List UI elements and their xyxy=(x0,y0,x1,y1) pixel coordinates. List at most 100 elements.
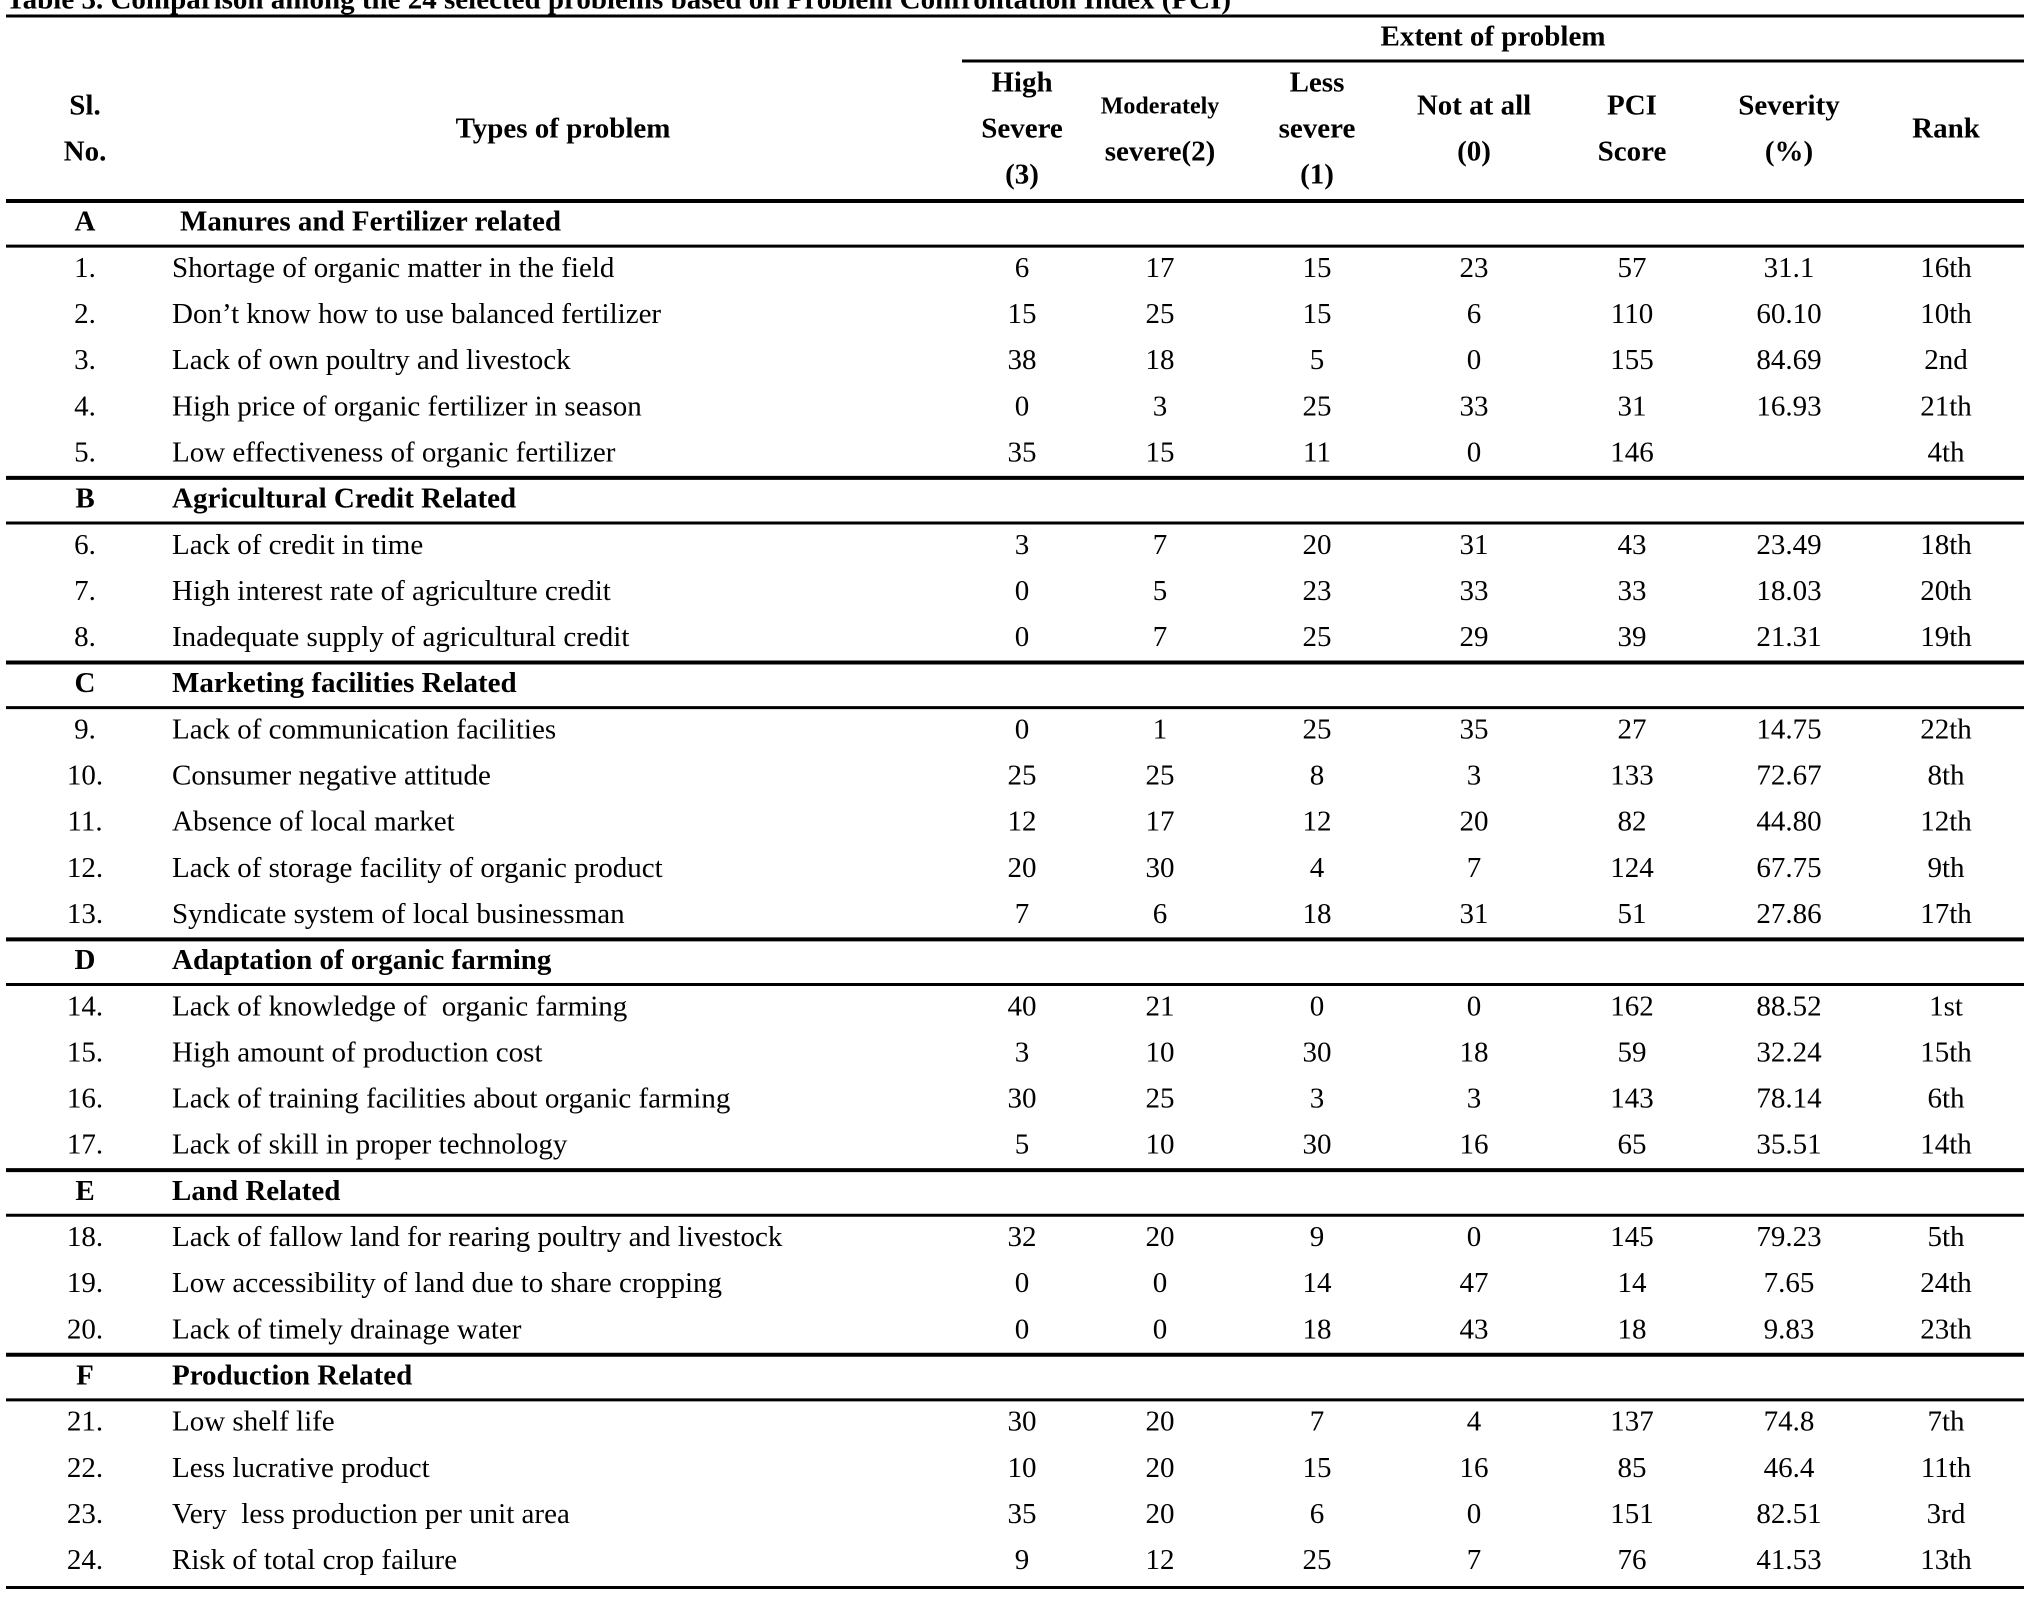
cell: 146 xyxy=(1610,436,1654,468)
cell: 27 xyxy=(1618,713,1647,745)
cell: 25 xyxy=(1008,760,1037,792)
cell: 5. xyxy=(74,436,96,468)
cell: 14 xyxy=(1303,1267,1333,1299)
cell: 4. xyxy=(74,390,96,422)
cell: 38 xyxy=(1008,344,1037,376)
column-header: High xyxy=(991,67,1052,99)
cell: 20 xyxy=(1460,806,1489,838)
cell: 46.4 xyxy=(1764,1452,1815,1484)
cell: 0 xyxy=(1015,621,1030,653)
column-header: Less xyxy=(1290,67,1345,99)
cell: 0 xyxy=(1467,436,1482,468)
cell: 20 xyxy=(1008,852,1037,884)
cell: 124 xyxy=(1610,852,1654,884)
cell: Low accessibility of land due to share c… xyxy=(172,1267,722,1299)
cell: 65 xyxy=(1618,1129,1647,1161)
cell: 88.52 xyxy=(1756,990,1821,1022)
cell: Don’t know how to use balanced fertilize… xyxy=(172,298,661,330)
cell: 40 xyxy=(1008,990,1037,1022)
cell: 16th xyxy=(1920,252,1972,284)
cell: 0 xyxy=(1153,1267,1168,1299)
cell: 4th xyxy=(1927,436,1965,468)
column-header: Types of problem xyxy=(456,113,671,145)
cell: Lack of communication facilities xyxy=(172,713,556,745)
cell: Lack of fallow land for rearing poultry … xyxy=(172,1221,783,1253)
cell: 12th xyxy=(1920,806,1972,838)
cell: 22. xyxy=(67,1452,103,1484)
cell: 15 xyxy=(1146,436,1175,468)
cell: 15 xyxy=(1303,1452,1332,1484)
cell: 0 xyxy=(1015,575,1030,607)
cell: 8 xyxy=(1310,760,1325,792)
cell: Lack of knowledge of organic farming xyxy=(172,990,627,1022)
cell: 82.51 xyxy=(1756,1498,1821,1530)
column-header: severe(2) xyxy=(1105,136,1216,168)
cell: 17th xyxy=(1920,898,1972,930)
cell: 6 xyxy=(1310,1498,1325,1530)
cell: 85 xyxy=(1618,1452,1647,1484)
cell: 3rd xyxy=(1927,1498,1966,1530)
cell: 25 xyxy=(1146,1083,1175,1115)
cell: 0 xyxy=(1467,344,1482,376)
cell: 0 xyxy=(1015,390,1030,422)
cell: 35 xyxy=(1008,436,1037,468)
cell: 16.93 xyxy=(1756,390,1821,422)
cell: 15 xyxy=(1008,298,1037,330)
cell: 74.8 xyxy=(1764,1406,1815,1438)
cell: 7. xyxy=(74,575,96,607)
table-title: Table 3. Comparison among the 24 selecte… xyxy=(6,0,1231,16)
cell: 5 xyxy=(1015,1129,1030,1161)
cell: 6 xyxy=(1153,898,1168,930)
column-header: PCI xyxy=(1607,90,1657,122)
cell: 39 xyxy=(1618,621,1647,653)
cell: Lack of credit in time xyxy=(172,529,423,561)
group-title: Marketing facilities Related xyxy=(172,667,517,699)
cell: Lack of storage facility of organic prod… xyxy=(172,852,663,884)
cell: 18 xyxy=(1303,898,1332,930)
cell: 13. xyxy=(67,898,103,930)
cell: 33 xyxy=(1618,575,1647,607)
cell: 17 xyxy=(1146,252,1175,284)
extent-header: Extent of problem xyxy=(1380,21,1605,53)
cell: 16. xyxy=(67,1083,103,1115)
cell: 3 xyxy=(1153,390,1168,422)
cell: 155 xyxy=(1610,344,1654,376)
cell: 8th xyxy=(1927,760,1965,792)
cell: 5th xyxy=(1927,1221,1965,1253)
cell: 3. xyxy=(74,344,96,376)
cell: 137 xyxy=(1610,1406,1654,1438)
cell: 35.51 xyxy=(1756,1129,1821,1161)
group-id: A xyxy=(75,206,96,238)
column-header: (3) xyxy=(1005,159,1039,191)
cell: 16 xyxy=(1460,1452,1489,1484)
cell: Less lucrative product xyxy=(172,1452,430,1484)
cell: Syndicate system of local businessman xyxy=(172,898,625,930)
cell: 20. xyxy=(67,1313,103,1345)
cell: 3 xyxy=(1310,1083,1325,1115)
cell: 32 xyxy=(1008,1221,1037,1253)
cell: Lack of timely drainage water xyxy=(172,1313,522,1345)
cell: 82 xyxy=(1618,806,1647,838)
cell: Absence of local market xyxy=(172,806,455,838)
cell: 18th xyxy=(1920,529,1972,561)
cell: 10 xyxy=(1146,1129,1175,1161)
cell: 18.03 xyxy=(1756,575,1821,607)
group-id: E xyxy=(75,1175,94,1207)
cell: 18 xyxy=(1303,1313,1332,1345)
cell: 21 xyxy=(1146,990,1175,1022)
cell: 23 xyxy=(1460,252,1489,284)
cell: 110 xyxy=(1611,298,1653,330)
cell: 9 xyxy=(1015,1544,1030,1576)
cell: 151 xyxy=(1610,1498,1654,1530)
cell: 14 xyxy=(1618,1267,1648,1299)
column-header: Severity xyxy=(1738,90,1840,122)
cell: 18 xyxy=(1618,1313,1647,1345)
group-title: Adaptation of organic farming xyxy=(172,944,552,976)
cell: 6th xyxy=(1927,1083,1965,1115)
cell: 3 xyxy=(1015,529,1030,561)
column-header: Moderately xyxy=(1101,94,1220,120)
cell: High price of organic fertilizer in seas… xyxy=(172,390,642,422)
column-header: No. xyxy=(64,136,107,168)
cell: 13th xyxy=(1920,1544,1972,1576)
column-header: Sl. xyxy=(69,90,100,122)
